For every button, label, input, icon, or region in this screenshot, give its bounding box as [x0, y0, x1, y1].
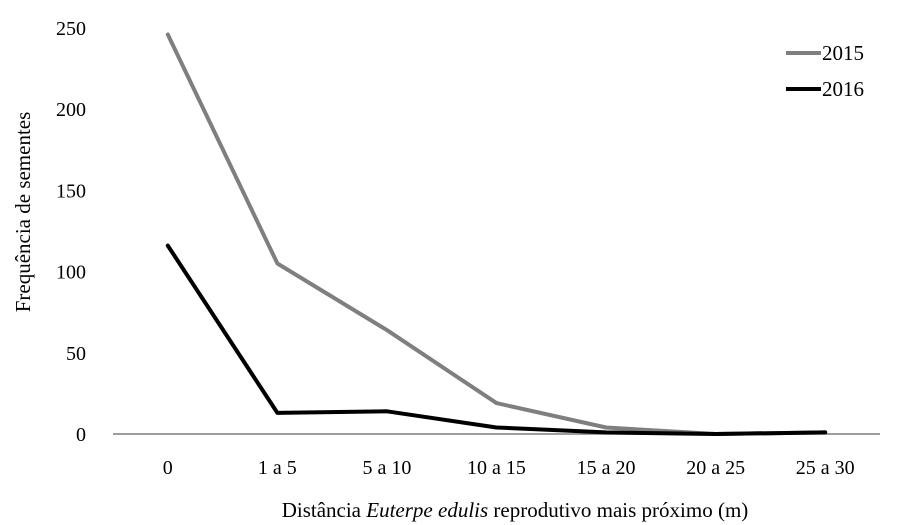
x-axis-ticks: 0 1 a 5 5 a 10 10 a 15 15 a 20 20 a 25 25 a 30: [163, 457, 855, 479]
x-tick-label: 20 a 25: [686, 457, 745, 479]
x-tick-label: 0: [163, 457, 173, 479]
x-axis-title-part: reprodutivo mais próximo (m): [488, 498, 748, 522]
y-tick-label: 100: [56, 262, 86, 284]
x-tick-label: 15 a 20: [577, 457, 636, 479]
legend: 2015 2016: [786, 41, 864, 101]
x-axis-title-species: Euterpe edulis: [365, 498, 488, 522]
y-axis-title: Frequência de sementes: [11, 112, 35, 313]
y-tick-label: 200: [56, 99, 86, 121]
x-tick-label: 25 a 30: [796, 457, 855, 479]
series-line-2015: [165, 32, 828, 436]
legend-label-2016: 2016: [822, 77, 864, 101]
y-tick-label: 150: [56, 180, 86, 202]
y-tick-label: 50: [66, 343, 86, 365]
x-tick-label: 10 a 15: [467, 457, 526, 479]
y-tick-label: 250: [56, 18, 86, 40]
legend-label-2015: 2015: [822, 41, 864, 65]
x-tick-label: 5 a 10: [362, 457, 411, 479]
x-tick-label: 1 a 5: [258, 457, 297, 479]
y-axis-ticks: 0 50 100 150 200 250: [56, 18, 86, 446]
series-lines: [165, 32, 828, 436]
x-axis-title: Distância Euterpe edulis reprodutivo mai…: [282, 498, 749, 522]
x-axis-title-part: Distância: [282, 498, 367, 522]
series-line-2016: [165, 243, 828, 436]
y-tick-label: 0: [76, 424, 86, 446]
